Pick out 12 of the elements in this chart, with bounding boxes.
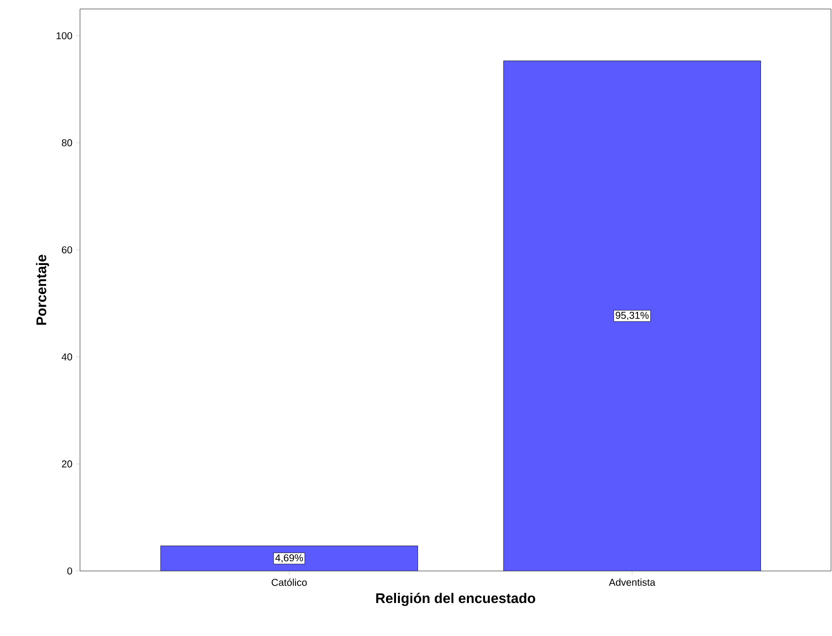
x-axis-title: Religión del encuestado [376, 592, 536, 606]
x-tick-label: Adventista [608, 578, 656, 586]
y-tick-label: 0 [67, 567, 72, 575]
y-tick-label: 60 [62, 246, 72, 254]
data-label: 95,31% [616, 312, 649, 320]
y-tick-label: 80 [62, 139, 72, 146]
y-tick-label: 100 [56, 32, 72, 40]
y-tick-label: 20 [62, 460, 72, 468]
x-tick-label: Católico [272, 578, 307, 586]
y-tick-label: 40 [62, 353, 72, 360]
y-axis-title: Porcentaje [36, 254, 50, 325]
data-label: 4,69% [275, 554, 303, 563]
